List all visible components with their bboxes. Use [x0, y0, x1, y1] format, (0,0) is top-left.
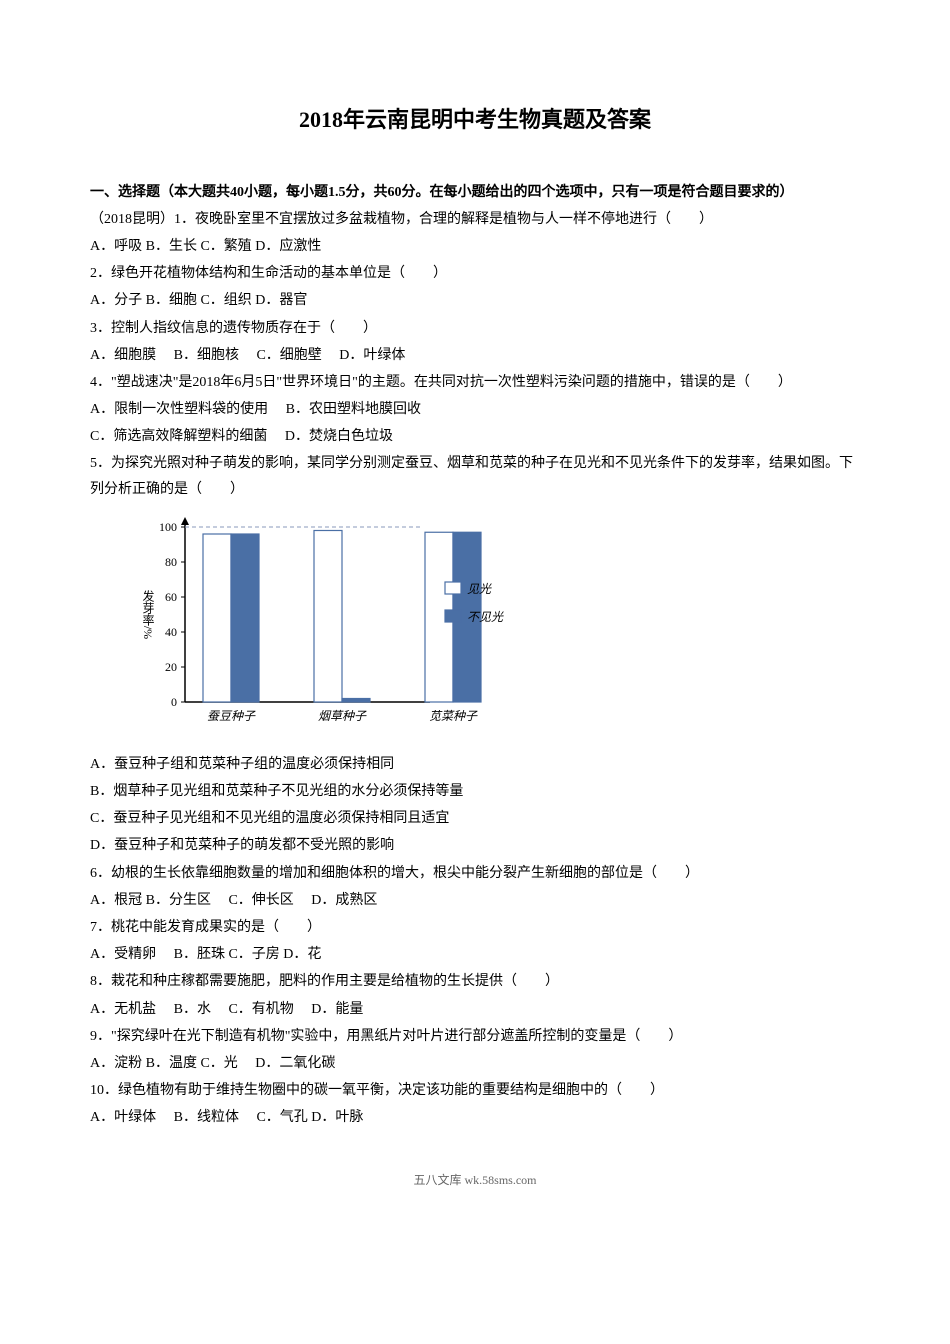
question-9-options: A．淀粉 B．温度 C．光 D．二氧化碳	[90, 1051, 860, 1076]
question-4-options-1: A．限制一次性塑料袋的使用 B．农田塑料地膜回收	[90, 397, 860, 422]
question-2: 2．绿色开花植物体结构和生命活动的基本单位是（ ）	[90, 261, 860, 286]
question-6-options: A．根冠 B．分生区 C．伸长区 D．成熟区	[90, 888, 860, 913]
section-header: 一、选择题（本大题共40小题，每小题1.5分，共60分。在每小题给出的四个选项中…	[90, 180, 860, 205]
question-7: 7．桃花中能发育成果实的是（ ）	[90, 915, 860, 940]
svg-text:蚕豆种子: 蚕豆种子	[207, 709, 256, 723]
question-10-options: A．叶绿体 B．线粒体 C．气孔 D．叶脉	[90, 1105, 860, 1130]
svg-text:不见光: 不见光	[467, 610, 504, 624]
question-4: 4．"塑战速决"是2018年6月5日"世界环境日"的主题。在共同对抗一次性塑料污…	[90, 370, 860, 395]
question-1-options: A．呼吸 B．生长 C．繁殖 D．应激性	[90, 234, 860, 259]
svg-text:苋菜种子: 苋菜种子	[429, 709, 478, 723]
question-3: 3．控制人指纹信息的遗传物质存在于（ ）	[90, 316, 860, 341]
question-8: 8．栽花和种庄稼都需要施肥，肥料的作用主要是给植物的生长提供（ ）	[90, 969, 860, 994]
question-2-options: A．分子 B．细胞 C．组织 D．器官	[90, 288, 860, 313]
question-9: 9．"探究绿叶在光下制造有机物"实验中，用黑纸片对叶片进行部分遮盖所控制的变量是…	[90, 1024, 860, 1049]
svg-text:烟草种子: 烟草种子	[318, 709, 367, 723]
page-footer: 五八文库 wk.58sms.com	[90, 1170, 860, 1192]
svg-text:0: 0	[171, 695, 177, 709]
question-5-option-c: C．蚕豆种子见光组和不见光组的温度必须保持相同且适宜	[90, 806, 860, 831]
question-5-option-b: B．烟草种子见光组和苋菜种子不见光组的水分必须保持等量	[90, 779, 860, 804]
question-10: 10．绿色植物有助于维持生物圈中的碳一氧平衡，决定该功能的重要结构是细胞中的（ …	[90, 1078, 860, 1103]
svg-text:40: 40	[165, 625, 177, 639]
svg-text:见光: 见光	[467, 582, 492, 596]
question-1: （2018昆明）1．夜晚卧室里不宜摆放过多盆栽植物，合理的解释是植物与人一样不停…	[90, 207, 860, 232]
question-8-options: A．无机盐 B．水 C．有机物 D．能量	[90, 997, 860, 1022]
question-3-options: A．细胞膜 B．细胞核 C．细胞壁 D．叶绿体	[90, 343, 860, 368]
question-7-options: A．受精卵 B．胚珠 C．子房 D．花	[90, 942, 860, 967]
question-4-options-2: C．筛选高效降解塑料的细菌 D．焚烧白色垃圾	[90, 424, 860, 449]
question-5-option-a: A．蚕豆种子组和苋菜种子组的温度必须保持相同	[90, 752, 860, 777]
svg-text:60: 60	[165, 590, 177, 604]
svg-text:80: 80	[165, 555, 177, 569]
question-5: 5．为探究光照对种子萌发的影响，某同学分别测定蚕豆、烟草和苋菜的种子在见光和不见…	[90, 451, 860, 501]
question-5-option-d: D．蚕豆种子和苋菜种子的萌发都不受光照的影响	[90, 833, 860, 858]
svg-text:100: 100	[159, 520, 177, 534]
svg-text:发芽率/%: 发芽率/%	[141, 588, 155, 639]
page-title: 2018年云南昆明中考生物真题及答案	[90, 100, 860, 140]
germination-chart: 0 20 40 60 80 100 发芽率/% 蚕豆种子 烟草种子 苋菜种子 见光不见光	[130, 512, 530, 742]
svg-text:20: 20	[165, 660, 177, 674]
question-6: 6．幼根的生长依靠细胞数量的增加和细胞体积的增大，根尖中能分裂产生新细胞的部位是…	[90, 861, 860, 886]
